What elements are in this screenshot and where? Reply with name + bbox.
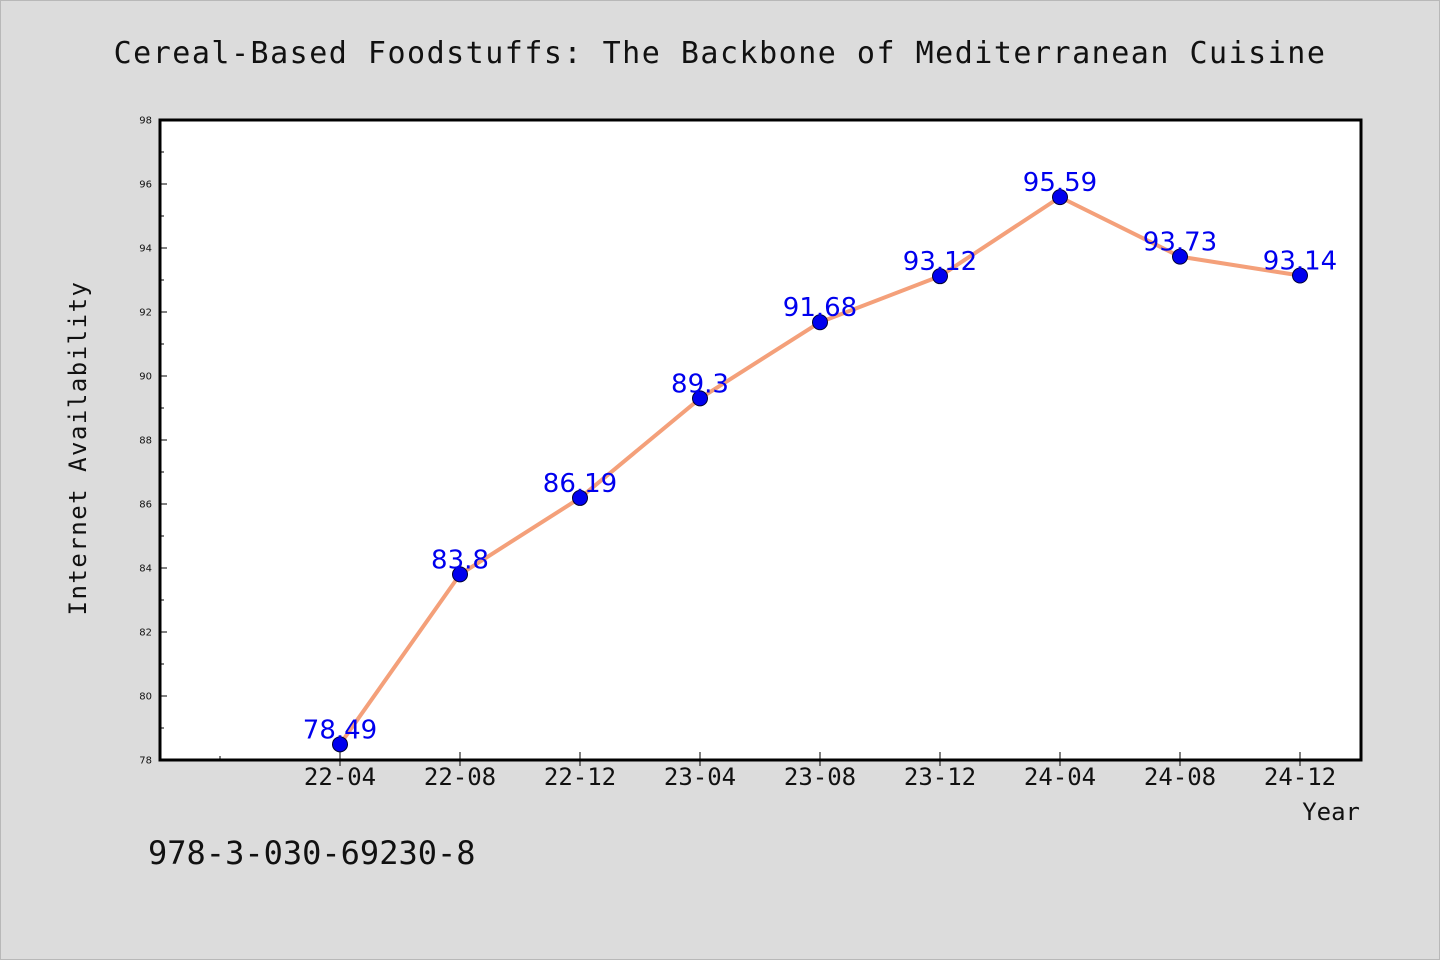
data-point — [812, 314, 828, 331]
data-point — [572, 489, 588, 506]
y-tick-label: 82 — [139, 628, 152, 639]
data-label: 93.73 — [1143, 228, 1217, 258]
y-tick-label: 78 — [139, 756, 152, 767]
x-tick-label: 24-12 — [1264, 763, 1336, 791]
x-tick-label: 23-08 — [784, 763, 856, 791]
data-label: 86.19 — [543, 469, 617, 499]
y-tick-label: 86 — [139, 500, 152, 511]
x-tick-label: 23-04 — [664, 763, 736, 791]
y-tick-label: 80 — [139, 692, 152, 703]
footer-code: 978-3-030-69230-8 — [148, 834, 476, 872]
data-point — [332, 736, 348, 753]
data-label: 78.49 — [303, 715, 377, 745]
x-axis: 22-04 22-08 22-12 23-04 23-08 23-12 24-04 24-08… — [219, 752, 1336, 791]
data-label: 93.12 — [903, 247, 977, 277]
y-tick-label: 94 — [139, 244, 152, 255]
chart-title: Cereal-Based Foodstuffs: The Backbone of… — [114, 36, 1327, 71]
data-point — [452, 566, 468, 583]
y-tick-label: 84 — [139, 564, 152, 575]
marker-group — [332, 189, 1308, 753]
data-label: 93.14 — [1263, 247, 1337, 277]
x-tick-label: 24-04 — [1024, 763, 1096, 791]
x-tick-label: 23-12 — [904, 763, 976, 791]
plot-area — [158, 118, 1363, 762]
data-point — [1292, 267, 1308, 284]
data-label: 91.68 — [783, 293, 857, 323]
data-label: 89.3 — [671, 369, 729, 399]
x-tick-label: 22-12 — [544, 763, 616, 791]
y-tick-label: 90 — [139, 372, 152, 383]
data-point — [1172, 248, 1188, 265]
data-label: 95.59 — [1023, 168, 1097, 198]
data-point — [932, 268, 948, 285]
y-tick-label: 92 — [139, 308, 152, 319]
x-tick-label: 22-08 — [424, 763, 496, 791]
x-tick-label: 22-04 — [304, 763, 376, 791]
data-point — [692, 390, 708, 407]
y-tick-label: 88 — [139, 436, 152, 447]
y-axis-label: Internet Availability — [64, 281, 92, 616]
data-label-group: 78.49 83.8 86.19 89.3 91.68 93.12 95.59 93.73 93… — [303, 168, 1337, 745]
y-axis: 78 80 82 84 86 88 90 92 94 96 98 — [139, 116, 167, 767]
x-axis-label: Year — [1302, 798, 1360, 826]
y-tick-label: 96 — [139, 180, 152, 191]
x-tick-label: 24-08 — [1144, 763, 1216, 791]
data-point — [1052, 189, 1068, 206]
data-label: 83.8 — [431, 545, 489, 575]
y-tick-label: 98 — [139, 116, 152, 127]
